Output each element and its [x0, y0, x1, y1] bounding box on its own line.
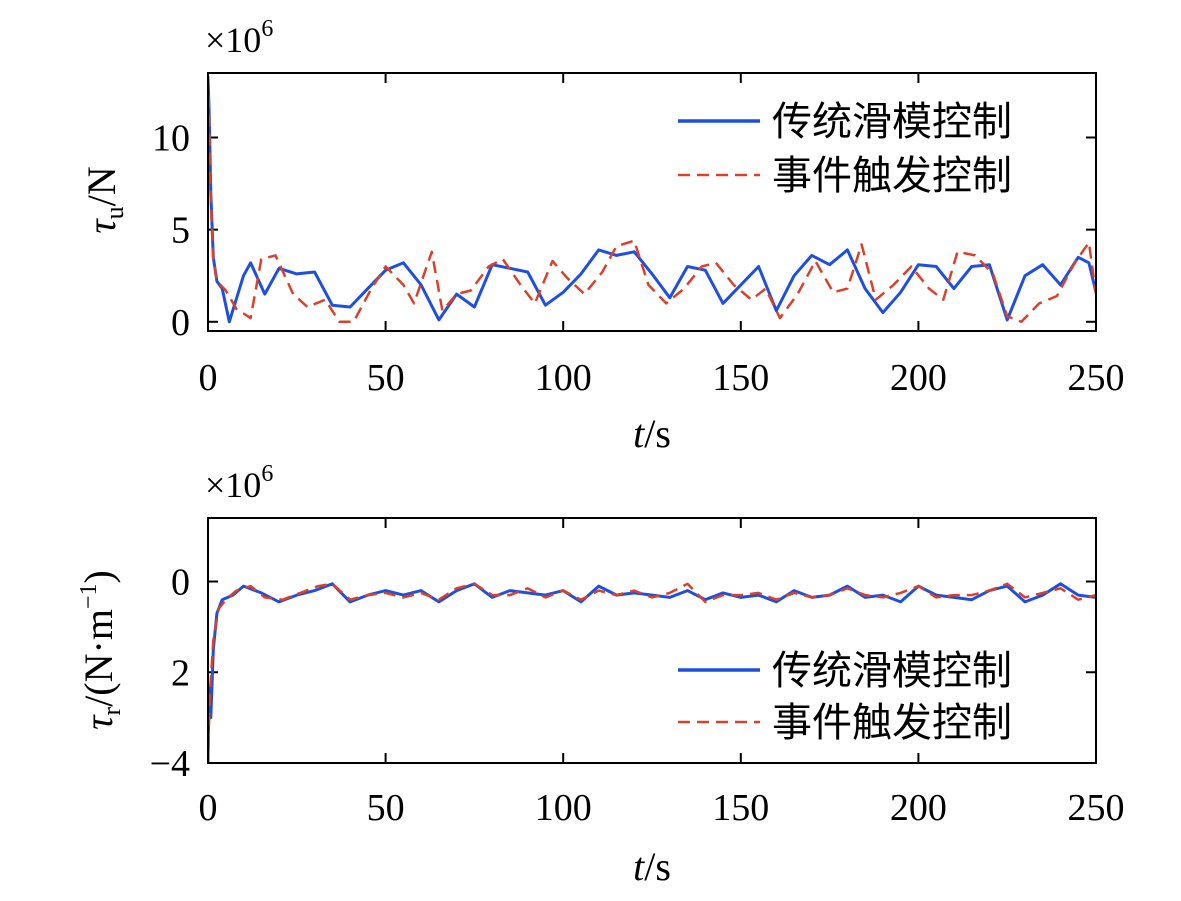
- top-ytick-label: 10: [152, 118, 190, 160]
- top-ylabel: τu/N: [79, 166, 129, 233]
- top-legend: 传统滑模控制 事件触发控制: [678, 99, 1012, 199]
- top-xlabel: t/s: [633, 411, 671, 456]
- top-xtick-label: 0: [199, 357, 218, 399]
- bottom-ylabel-unit-post: ): [76, 570, 121, 583]
- bottom-xtick-label: 50: [367, 787, 405, 829]
- top-plot-frame: [207, 72, 1097, 332]
- top-panel: 0 50 100 150 200 250 0 5 10 ×106 τu/N t/s 传统滑模控制…: [79, 16, 1125, 456]
- bottom-ytick-label: 2: [171, 652, 190, 694]
- bottom-series-event-triggered-line: [208, 582, 1096, 763]
- bottom-plot-frame: [207, 517, 1097, 764]
- top-multiplier: ×106: [205, 16, 273, 60]
- top-legend-label-traditional: 传统滑模控制: [772, 99, 1012, 145]
- top-panel-series: [208, 76, 1096, 324]
- bottom-ytick-label: −4: [150, 743, 190, 785]
- top-ytick-label: 0: [171, 302, 190, 344]
- bottom-multiplier-exp: 6: [261, 461, 273, 487]
- bottom-ytick-label: 0: [171, 562, 190, 604]
- top-xtick-label: 100: [535, 357, 592, 399]
- top-xlabel-unit: /s: [644, 411, 671, 456]
- top-xlabel-t: t: [633, 411, 645, 456]
- bottom-panel-series: [208, 582, 1096, 763]
- bottom-multiplier: ×106: [205, 461, 273, 505]
- top-panel-ticks: 0 50 100 150 200 250 0 5 10: [152, 73, 1125, 399]
- bottom-xlabel-unit: /s: [644, 844, 671, 889]
- bottom-xtick-label: 200: [890, 787, 947, 829]
- bottom-xtick-label: 150: [712, 787, 769, 829]
- top-multiplier-exp: 6: [261, 16, 273, 42]
- bottom-xtick-label: 250: [1068, 787, 1125, 829]
- bottom-legend-label-event: 事件触发控制: [772, 700, 1012, 746]
- bottom-xlabel-t: t: [633, 844, 645, 889]
- bottom-panel-ticks: 0 50 100 150 200 250 −4 2 0: [150, 518, 1125, 829]
- bottom-legend: 传统滑模控制 事件触发控制: [678, 648, 1012, 746]
- bottom-panel: 0 50 100 150 200 250−420 ×106 τr/(N·m−1) t/s …: [76, 461, 1125, 889]
- bottom-ylabel-unit-pre: /(N·m: [76, 609, 121, 707]
- top-ylabel-sub: u: [100, 206, 129, 219]
- top-xtick-label: 250: [1068, 357, 1125, 399]
- bottom-legend-label-traditional: 传统滑模控制: [772, 648, 1012, 694]
- bottom-ylabel: τr/(N·m−1): [76, 570, 126, 730]
- top-legend-label-event: 事件触发控制: [772, 153, 1012, 199]
- bottom-ylabel-unit-sup: −1: [76, 584, 102, 610]
- top-ytick-label: 5: [171, 210, 190, 252]
- bottom-xtick-label: 100: [535, 787, 592, 829]
- top-xtick-label: 200: [890, 357, 947, 399]
- top-xtick-label: 150: [712, 357, 769, 399]
- bottom-xlabel: t/s: [633, 844, 671, 889]
- top-series-traditional-smc-line: [208, 76, 1096, 324]
- bottom-ylabel-symbol: τ: [76, 714, 121, 730]
- top-ylabel-symbol: τ: [79, 218, 124, 234]
- bottom-xtick-label: 0: [199, 787, 218, 829]
- bottom-ylabel-sub: r: [97, 706, 126, 715]
- top-ylabel-unit: /N: [79, 166, 124, 206]
- top-xtick-label: 50: [367, 357, 405, 399]
